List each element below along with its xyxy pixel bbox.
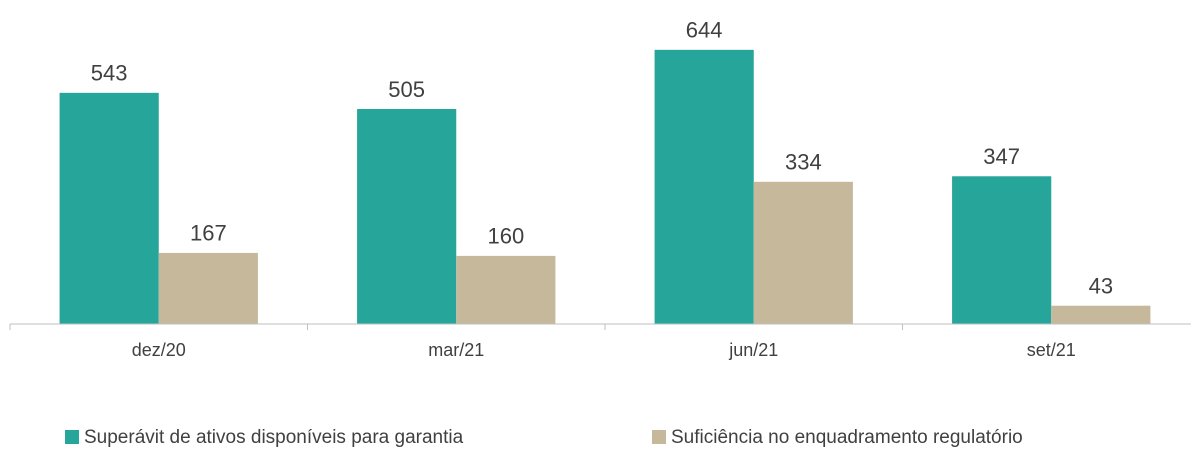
legend-swatch — [652, 430, 666, 444]
value-label: 160 — [487, 224, 524, 249]
value-label: 167 — [190, 221, 227, 246]
legend-label: Suficiência no enquadramento regulatório — [671, 427, 1023, 448]
value-label: 505 — [388, 77, 425, 102]
value-label: 543 — [91, 61, 128, 86]
value-label: 43 — [1089, 274, 1113, 299]
value-label: 347 — [983, 144, 1020, 169]
bar — [1051, 305, 1151, 324]
bar — [753, 181, 853, 324]
value-label: 334 — [785, 150, 822, 175]
bar — [952, 176, 1052, 324]
x-tick-label: jun/21 — [728, 340, 778, 360]
x-tick-label: mar/21 — [428, 340, 484, 360]
x-tick-label: set/21 — [1027, 340, 1076, 360]
bar — [654, 49, 754, 325]
bar — [158, 252, 258, 324]
legend-swatch — [65, 430, 79, 444]
x-tick-label: dez/20 — [132, 340, 186, 360]
legend-label: Superávit de ativos disponíveis para gar… — [84, 427, 464, 448]
bar — [59, 92, 159, 324]
bar — [456, 255, 556, 324]
value-label: 644 — [686, 18, 723, 43]
bar — [357, 109, 457, 324]
